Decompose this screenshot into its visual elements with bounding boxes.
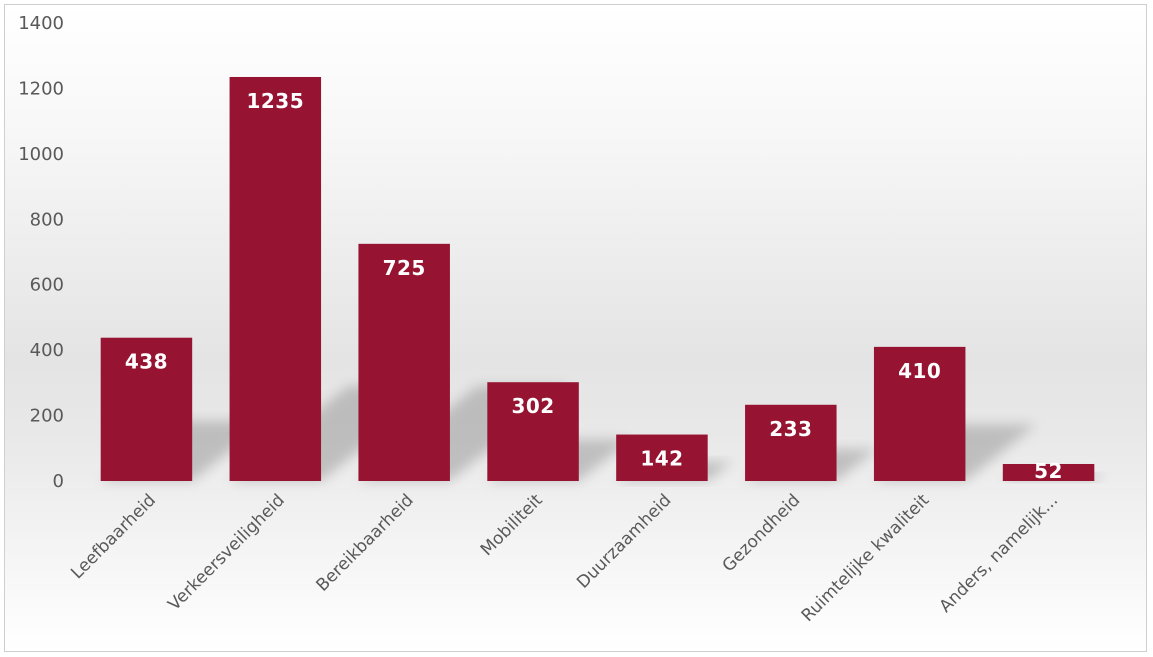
category-label: Anders, namelijk...	[936, 490, 1062, 616]
bar	[1002, 463, 1095, 481]
data-label: 302	[511, 394, 554, 418]
data-label: 410	[898, 359, 941, 383]
data-label: 725	[383, 256, 426, 280]
bar	[873, 346, 966, 481]
category-label: Leefbaarheid	[67, 490, 160, 583]
data-label: 233	[769, 417, 812, 441]
category-label: Ruimtelijke kwaliteit	[798, 490, 934, 626]
y-tick-label: 800	[30, 209, 64, 230]
data-label: 52	[1034, 459, 1063, 483]
data-label: 142	[640, 447, 683, 471]
category-label: Duurzaamheid	[573, 490, 675, 592]
data-labels: 438 1235 725 302 142 233 410 52	[125, 89, 1063, 483]
y-axis: 0 200 400 600 800 1000 1200 1400	[18, 13, 64, 492]
category-label: Mobiliteit	[477, 490, 547, 560]
y-tick-label: 0	[53, 471, 64, 492]
y-tick-label: 1400	[18, 13, 64, 34]
chart-frame	[4, 4, 1147, 652]
y-tick-label: 1200	[18, 78, 64, 99]
bar	[100, 337, 193, 481]
data-label: 1235	[246, 89, 304, 113]
bar	[745, 404, 837, 481]
bars	[100, 76, 1095, 481]
category-label: Verkeersveiligheid	[164, 490, 288, 614]
x-axis: Leefbaarheid Verkeersveiligheid Bereikbaar…	[67, 490, 1062, 626]
bar	[487, 382, 579, 481]
category-label: Bereikbaarheid	[312, 490, 417, 595]
y-tick-label: 1000	[18, 144, 64, 165]
y-tick-label: 600	[30, 275, 64, 296]
category-label: Gezondheid	[719, 490, 805, 576]
data-label: 438	[125, 350, 168, 374]
bar	[616, 434, 708, 481]
bar	[229, 76, 322, 481]
y-tick-label: 200	[30, 406, 64, 427]
y-tick-label: 400	[30, 340, 64, 361]
bar	[358, 243, 450, 481]
